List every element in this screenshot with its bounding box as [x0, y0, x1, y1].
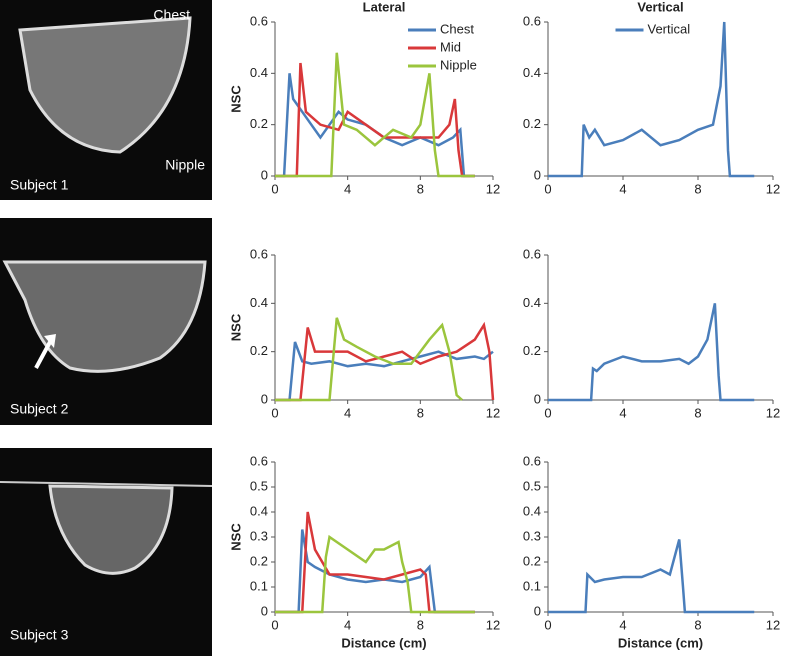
- y-tick-label: 0: [534, 603, 541, 618]
- x-tick-label: 8: [694, 405, 701, 420]
- y-axis-label: NSC: [228, 523, 243, 551]
- y-tick-label: 0.3: [250, 528, 268, 543]
- x-tick-label: 0: [544, 617, 551, 632]
- y-tick-label: 0.1: [250, 578, 268, 593]
- line: [275, 52, 475, 178]
- y-tick-label: 0.5: [250, 478, 268, 493]
- y-tick-label: 0: [261, 167, 268, 182]
- legend-label: Chest: [440, 21, 474, 36]
- x-tick-label: 0: [544, 405, 551, 420]
- y-tick-label: 0.4: [523, 503, 541, 518]
- y-tick-label: 0.6: [523, 246, 541, 261]
- nipple-label: Nipple: [165, 157, 205, 173]
- line: [275, 529, 475, 614]
- chart-title: Vertical: [637, 0, 683, 14]
- y-tick-label: 0.4: [523, 65, 541, 80]
- x-tick-label: 12: [766, 181, 780, 196]
- y-tick-label: 0.1: [523, 578, 541, 593]
- x-tick-label: 0: [271, 405, 278, 420]
- x-tick-label: 8: [417, 405, 424, 420]
- y-tick-label: 0.2: [250, 343, 268, 358]
- line: [275, 317, 463, 402]
- x-tick-label: 0: [544, 181, 551, 196]
- line: [275, 341, 494, 402]
- y-tick-label: 0.2: [523, 343, 541, 358]
- y-tick-label: 0.2: [523, 553, 541, 568]
- y-tick-label: 0.6: [250, 246, 268, 261]
- legend-label: Nipple: [440, 57, 477, 72]
- y-tick-label: 0.3: [523, 528, 541, 543]
- y-tick-label: 0.2: [250, 116, 268, 131]
- y-tick-label: 0.6: [523, 453, 541, 468]
- x-tick-label: 4: [344, 617, 351, 632]
- x-tick-label: 8: [417, 181, 424, 196]
- line: [275, 534, 475, 614]
- x-tick-label: 4: [619, 405, 626, 420]
- y-tick-label: 0.6: [250, 453, 268, 468]
- subject-label: Subject 2: [10, 401, 69, 417]
- line: [275, 321, 495, 402]
- y-tick-label: 0.6: [250, 13, 268, 28]
- image-3: Subject 3: [0, 448, 213, 656]
- x-tick-label: 12: [486, 181, 500, 196]
- x-axis-label: Distance (cm): [341, 635, 426, 650]
- subject-label: Subject 3: [10, 627, 69, 643]
- x-tick-label: 4: [344, 181, 351, 196]
- x-tick-label: 4: [344, 405, 351, 420]
- y-tick-label: 0: [534, 167, 541, 182]
- y-tick-label: 0.4: [250, 65, 268, 80]
- x-tick-label: 8: [417, 617, 424, 632]
- x-tick-label: 8: [694, 617, 701, 632]
- y-tick-label: 0.4: [250, 295, 268, 310]
- subject-label: Subject 1: [10, 177, 69, 193]
- line: [275, 73, 475, 178]
- legend-label: Mid: [440, 39, 461, 54]
- legend-label: Vertical: [648, 21, 691, 36]
- y-tick-label: 0.4: [250, 503, 268, 518]
- line: [548, 303, 755, 402]
- x-tick-label: 4: [619, 181, 626, 196]
- image-2: Subject 2: [0, 218, 212, 425]
- y-tick-label: 0: [261, 391, 268, 406]
- y-tick-label: 0: [534, 391, 541, 406]
- y-tick-label: 0: [261, 603, 268, 618]
- y-axis-label: NSC: [228, 85, 243, 113]
- line: [548, 21, 755, 178]
- image-1: Chest Nipple Subject 1: [0, 0, 212, 200]
- y-axis-label: NSC: [228, 313, 243, 341]
- line: [275, 511, 475, 614]
- y-tick-label: 0.2: [250, 553, 268, 568]
- y-tick-label: 0.6: [523, 13, 541, 28]
- y-tick-label: 0.5: [523, 478, 541, 493]
- x-tick-label: 4: [619, 617, 626, 632]
- y-tick-label: 0.2: [523, 116, 541, 131]
- x-tick-label: 12: [486, 617, 500, 632]
- x-tick-label: 0: [271, 181, 278, 196]
- x-tick-label: 12: [766, 405, 780, 420]
- x-tick-label: 8: [694, 181, 701, 196]
- x-tick-label: 12: [766, 617, 780, 632]
- y-tick-label: 0.4: [523, 295, 541, 310]
- x-tick-label: 0: [271, 617, 278, 632]
- x-tick-label: 12: [486, 405, 500, 420]
- chest-label: Chest: [153, 7, 190, 23]
- line: [275, 62, 475, 178]
- x-axis-label: Distance (cm): [618, 635, 703, 650]
- line: [548, 539, 755, 614]
- chart-title: Lateral: [363, 0, 406, 14]
